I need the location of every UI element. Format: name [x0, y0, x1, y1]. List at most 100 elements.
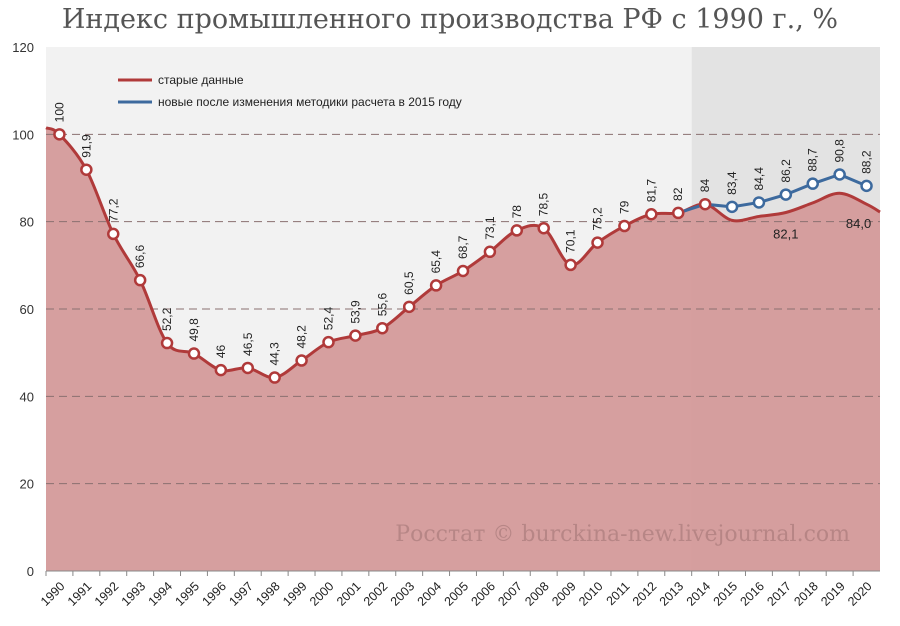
data-point-new	[779, 188, 793, 201]
x-tick-label: 2016	[737, 579, 767, 609]
data-label-old: 48,2	[295, 325, 309, 349]
y-tick-label: 80	[20, 215, 34, 230]
data-point-old	[564, 258, 577, 272]
data-label-old: 100	[52, 102, 66, 122]
data-label-old: 53,9	[348, 300, 362, 324]
x-tick-label: 2003	[388, 579, 418, 609]
x-tick-label: 2002	[361, 579, 391, 609]
data-point-new	[806, 177, 819, 190]
data-label-old: 70,1	[564, 229, 578, 253]
data-point-old	[483, 245, 497, 259]
data-point-old	[241, 361, 255, 375]
x-tick-label: 2007	[495, 579, 525, 609]
data-label-new: 84,4	[752, 167, 766, 191]
data-label-old: 78	[510, 205, 524, 219]
data-label-old: 79	[617, 200, 631, 214]
data-point-old	[510, 224, 524, 237]
data-label-old: 78,5	[537, 193, 551, 217]
x-tick-label: 2009	[549, 579, 579, 609]
x-tick-label: 1997	[226, 579, 256, 609]
data-point-old	[402, 300, 416, 314]
y-tick-label: 20	[20, 477, 34, 492]
x-tick-label: 1994	[146, 579, 176, 609]
y-tick-label: 100	[12, 127, 34, 142]
x-tick-label: 2001	[334, 579, 364, 609]
x-tick-label: 2008	[522, 579, 552, 609]
data-label-new: 83,4	[725, 171, 739, 195]
x-tick-label: 1995	[173, 579, 203, 609]
y-tick-label: 120	[12, 40, 34, 55]
data-label-old: 46	[214, 344, 228, 358]
data-point-old	[187, 347, 201, 360]
data-point-new	[752, 196, 766, 209]
data-point-new	[725, 200, 739, 214]
x-tick-label: 2000	[307, 579, 337, 609]
x-tick-label: 1999	[280, 579, 310, 609]
data-point-new	[833, 168, 846, 181]
data-point-old	[80, 163, 93, 176]
x-tick-label: 2014	[684, 579, 714, 609]
x-tick-label: 1991	[65, 579, 95, 609]
data-point-new	[860, 179, 873, 193]
y-tick-label: 0	[27, 564, 34, 579]
data-point-old	[456, 264, 470, 278]
legend-label: старые данные	[158, 73, 244, 87]
x-tick-label: 2005	[442, 579, 472, 609]
x-tick-label: 2020	[845, 579, 875, 609]
data-point-old	[376, 321, 389, 335]
data-point-old	[645, 207, 658, 221]
data-label-old: 84	[698, 179, 712, 193]
x-tick-label: 2013	[657, 579, 687, 609]
y-tick-label: 40	[20, 389, 34, 404]
data-point-old	[698, 197, 712, 211]
data-label-new: 90,8	[833, 139, 847, 163]
x-tick-label: 1996	[199, 579, 229, 609]
data-label-old: 73,1	[483, 216, 497, 240]
data-label-old: 91,9	[79, 134, 93, 158]
area-fill	[46, 127, 880, 572]
data-label-old: 77,2	[106, 198, 120, 222]
y-tick-label: 60	[20, 302, 34, 317]
data-label-new: 86,2	[779, 159, 793, 183]
x-tick-label: 1993	[119, 579, 149, 609]
x-tick-label: 2004	[415, 579, 445, 609]
x-tick-label: 2019	[818, 579, 848, 609]
data-label-old: 44,3	[268, 342, 282, 366]
data-point-old	[160, 336, 174, 350]
legend-label: новые после изменения методики расчета в…	[158, 95, 462, 109]
data-label-old: 66,6	[133, 244, 147, 268]
data-label-old: 75,2	[591, 207, 605, 231]
data-label-old: 82,1	[773, 226, 798, 241]
data-label-old: 60,5	[402, 271, 416, 295]
data-point-old	[618, 219, 631, 233]
data-point-old	[214, 363, 228, 377]
x-tick-label: 1992	[92, 579, 122, 609]
x-tick-label: 2017	[764, 579, 794, 609]
data-point-old	[322, 335, 335, 349]
x-tick-label: 2010	[576, 579, 606, 609]
data-point-old	[429, 279, 443, 292]
data-label-old: 82	[671, 187, 685, 201]
data-label-new: 88,2	[860, 150, 874, 174]
x-tick-label: 2018	[791, 579, 821, 609]
data-label-old: 55,6	[375, 293, 389, 317]
data-point-old	[295, 354, 308, 367]
data-point-old	[349, 329, 362, 342]
data-label-new: 88,7	[806, 148, 820, 172]
x-tick-label: 2015	[711, 579, 741, 609]
data-point-old	[268, 371, 281, 384]
data-point-old	[133, 273, 147, 287]
data-label-old: 49,8	[187, 318, 201, 342]
x-tick-label: 1998	[253, 579, 283, 609]
data-label-old: 46,5	[241, 332, 255, 356]
data-point-old	[53, 128, 66, 141]
x-tick-label: 2012	[630, 579, 660, 609]
data-label-old: 81,7	[644, 179, 658, 203]
chart-title: Индекс промышленного производства РФ с 1…	[61, 4, 839, 35]
data-label-old: 52,4	[321, 307, 335, 331]
data-label-old: 68,7	[456, 235, 470, 259]
data-label-old: 52,2	[160, 307, 174, 331]
x-tick-label: 1990	[38, 579, 68, 609]
x-tick-label: 2011	[604, 579, 633, 608]
